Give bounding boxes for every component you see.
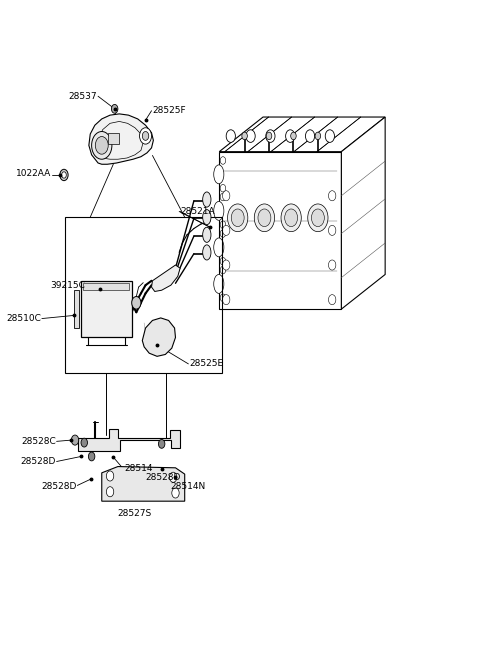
Circle shape	[220, 257, 226, 265]
Circle shape	[72, 435, 79, 445]
Circle shape	[281, 204, 301, 232]
Text: 28525E: 28525E	[189, 359, 223, 369]
Circle shape	[220, 230, 226, 237]
Circle shape	[228, 204, 248, 232]
Text: 39215C: 39215C	[51, 281, 85, 290]
Text: 28528C: 28528C	[21, 437, 56, 446]
Circle shape	[242, 132, 247, 140]
Circle shape	[107, 487, 114, 497]
Circle shape	[328, 191, 336, 201]
Text: 28527S: 28527S	[117, 509, 151, 518]
Circle shape	[220, 194, 226, 201]
Polygon shape	[341, 117, 385, 309]
Text: 28521A: 28521A	[180, 207, 215, 216]
Text: 28528D: 28528D	[145, 473, 181, 482]
Bar	[84, 283, 130, 290]
Circle shape	[246, 130, 255, 142]
Circle shape	[172, 488, 179, 498]
Circle shape	[223, 191, 230, 201]
Circle shape	[285, 209, 298, 226]
Circle shape	[61, 172, 66, 178]
Ellipse shape	[214, 165, 224, 184]
Circle shape	[226, 130, 235, 142]
Circle shape	[220, 266, 226, 274]
Polygon shape	[78, 429, 180, 451]
Circle shape	[328, 295, 336, 304]
Bar	[108, 133, 119, 144]
Ellipse shape	[203, 210, 211, 225]
Circle shape	[223, 260, 230, 270]
Polygon shape	[89, 114, 154, 164]
Text: 28528D: 28528D	[41, 482, 76, 491]
Circle shape	[305, 130, 315, 142]
Ellipse shape	[203, 227, 211, 242]
Circle shape	[286, 130, 295, 142]
Circle shape	[142, 131, 149, 140]
Circle shape	[220, 294, 226, 302]
Circle shape	[231, 209, 244, 226]
Polygon shape	[81, 281, 132, 337]
Circle shape	[325, 130, 335, 142]
Circle shape	[169, 472, 177, 482]
Circle shape	[266, 132, 272, 140]
Circle shape	[315, 132, 321, 140]
Circle shape	[266, 130, 275, 142]
Circle shape	[328, 226, 336, 236]
Circle shape	[88, 452, 95, 461]
Text: 28525F: 28525F	[153, 106, 186, 115]
Circle shape	[96, 136, 108, 154]
Circle shape	[328, 260, 336, 270]
Circle shape	[312, 209, 324, 226]
Circle shape	[220, 157, 226, 164]
Bar	[65, 217, 222, 373]
Ellipse shape	[203, 192, 211, 207]
Text: 28537: 28537	[69, 92, 97, 101]
Text: 28510C: 28510C	[6, 314, 41, 323]
Polygon shape	[152, 265, 180, 291]
Circle shape	[140, 128, 152, 144]
Circle shape	[132, 297, 141, 309]
Ellipse shape	[214, 238, 224, 257]
Polygon shape	[74, 290, 79, 328]
Text: 28528D: 28528D	[20, 457, 56, 466]
Polygon shape	[142, 318, 176, 356]
Circle shape	[223, 295, 230, 304]
Circle shape	[291, 132, 296, 140]
Circle shape	[60, 169, 68, 180]
Circle shape	[254, 204, 275, 232]
Circle shape	[308, 204, 328, 232]
Text: 1022AA: 1022AA	[16, 169, 51, 178]
Circle shape	[258, 209, 271, 226]
Ellipse shape	[203, 245, 211, 260]
Circle shape	[111, 104, 118, 113]
Polygon shape	[219, 152, 341, 309]
Circle shape	[223, 226, 230, 236]
Circle shape	[220, 221, 226, 228]
Text: 28514N: 28514N	[170, 482, 205, 491]
Polygon shape	[219, 117, 385, 152]
Circle shape	[107, 471, 114, 481]
Circle shape	[81, 438, 87, 447]
Polygon shape	[102, 466, 185, 501]
Circle shape	[158, 440, 165, 448]
Text: 28514: 28514	[124, 464, 152, 473]
Circle shape	[92, 131, 112, 159]
Ellipse shape	[214, 201, 224, 220]
Circle shape	[220, 184, 226, 192]
Ellipse shape	[214, 274, 224, 293]
